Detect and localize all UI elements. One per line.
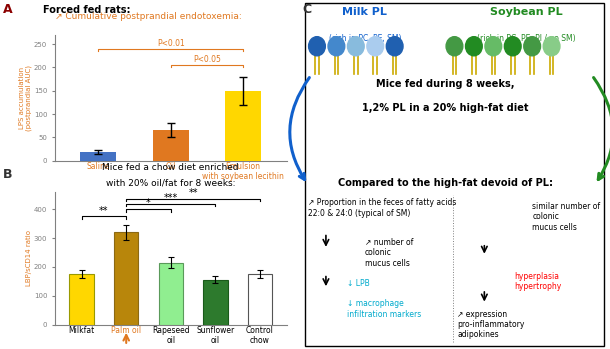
Text: Compared to the high-fat devoid of PL:: Compared to the high-fat devoid of PL: [338,178,553,188]
Text: Forced fed rats:: Forced fed rats: [43,5,130,15]
Text: **: ** [188,188,198,198]
Text: (rich in PC, PE, PI / no SM): (rich in PC, PE, PI / no SM) [477,34,575,43]
Text: ↓ macrophage
infiltration markers: ↓ macrophage infiltration markers [347,299,421,319]
Circle shape [485,37,501,56]
Circle shape [232,215,235,217]
Text: greatest: greatest [212,245,245,254]
FancyBboxPatch shape [148,207,180,230]
Circle shape [239,215,243,217]
Y-axis label: LBP/sCD14 ratio: LBP/sCD14 ratio [26,230,32,286]
Circle shape [246,215,250,217]
Bar [152,130,189,161]
Bar [114,232,138,325]
Circle shape [246,211,250,213]
Circle shape [246,223,250,226]
Text: 1,2% PL in a 20% high-fat diet: 1,2% PL in a 20% high-fat diet [362,103,529,113]
Text: ↗ expression
pro-inflammatory
adipokines: ↗ expression pro-inflammatory adipokines [458,310,525,339]
Circle shape [367,37,384,56]
Text: *: * [146,198,151,208]
Bar [70,274,94,325]
Text: hyperplasia
hypertrophy: hyperplasia hypertrophy [514,272,561,291]
Bar [159,262,183,325]
Text: ↓ LPB: ↓ LPB [347,279,370,288]
Circle shape [239,223,243,226]
Circle shape [224,215,229,217]
Circle shape [239,219,243,222]
Circle shape [232,223,235,226]
Text: ↗ Proportion in the feces of fatty acids
22:0 & 24:0 (typical of SM): ↗ Proportion in the feces of fatty acids… [308,199,456,218]
Bar [248,274,272,325]
Text: C: C [302,3,311,16]
Text: ***: *** [163,193,178,203]
Circle shape [328,37,345,56]
Circle shape [239,211,243,213]
Bar [81,152,117,161]
Circle shape [386,37,403,56]
FancyBboxPatch shape [73,207,106,230]
Circle shape [232,211,235,213]
Text: Milk PL: Milk PL [342,7,387,17]
Circle shape [544,37,560,56]
Text: A: A [3,3,13,16]
Text: Mice fed during 8 weeks,: Mice fed during 8 weeks, [376,79,515,89]
Text: P<0.05: P<0.05 [193,55,221,64]
Text: similar number of
colonic
mucus cells: similar number of colonic mucus cells [532,202,600,232]
Circle shape [224,223,229,226]
Circle shape [309,37,325,56]
Text: Mice fed a chow diet enriched: Mice fed a chow diet enriched [102,163,239,172]
Circle shape [348,37,364,56]
Text: P<0.01: P<0.01 [157,39,185,48]
Text: (rich in PC, PE, SM): (rich in PC, PE, SM) [329,34,401,43]
Circle shape [524,37,540,56]
Text: with 20% oil/fat for 8 weeks:: with 20% oil/fat for 8 weeks: [106,179,235,188]
Circle shape [465,37,483,56]
Text: ↗ number of
colonic
mucus cells: ↗ number of colonic mucus cells [365,238,413,268]
Text: B: B [3,168,13,180]
Bar [203,280,228,325]
Bar [225,91,261,161]
Circle shape [504,37,521,56]
Circle shape [446,37,463,56]
Text: ↗ Cumulative postprandial endotoxemia:: ↗ Cumulative postprandial endotoxemia: [55,12,242,21]
Circle shape [232,219,235,222]
Text: **: ** [99,206,109,216]
Circle shape [224,219,229,222]
Text: Soybean PL: Soybean PL [490,7,562,17]
Text: Lipemia:  lowest: Lipemia: lowest [57,245,120,254]
Circle shape [224,211,229,213]
Circle shape [246,219,250,222]
FancyBboxPatch shape [222,207,254,230]
Y-axis label: LPS accumulation
(postprandial AUC): LPS accumulation (postprandial AUC) [19,65,32,131]
